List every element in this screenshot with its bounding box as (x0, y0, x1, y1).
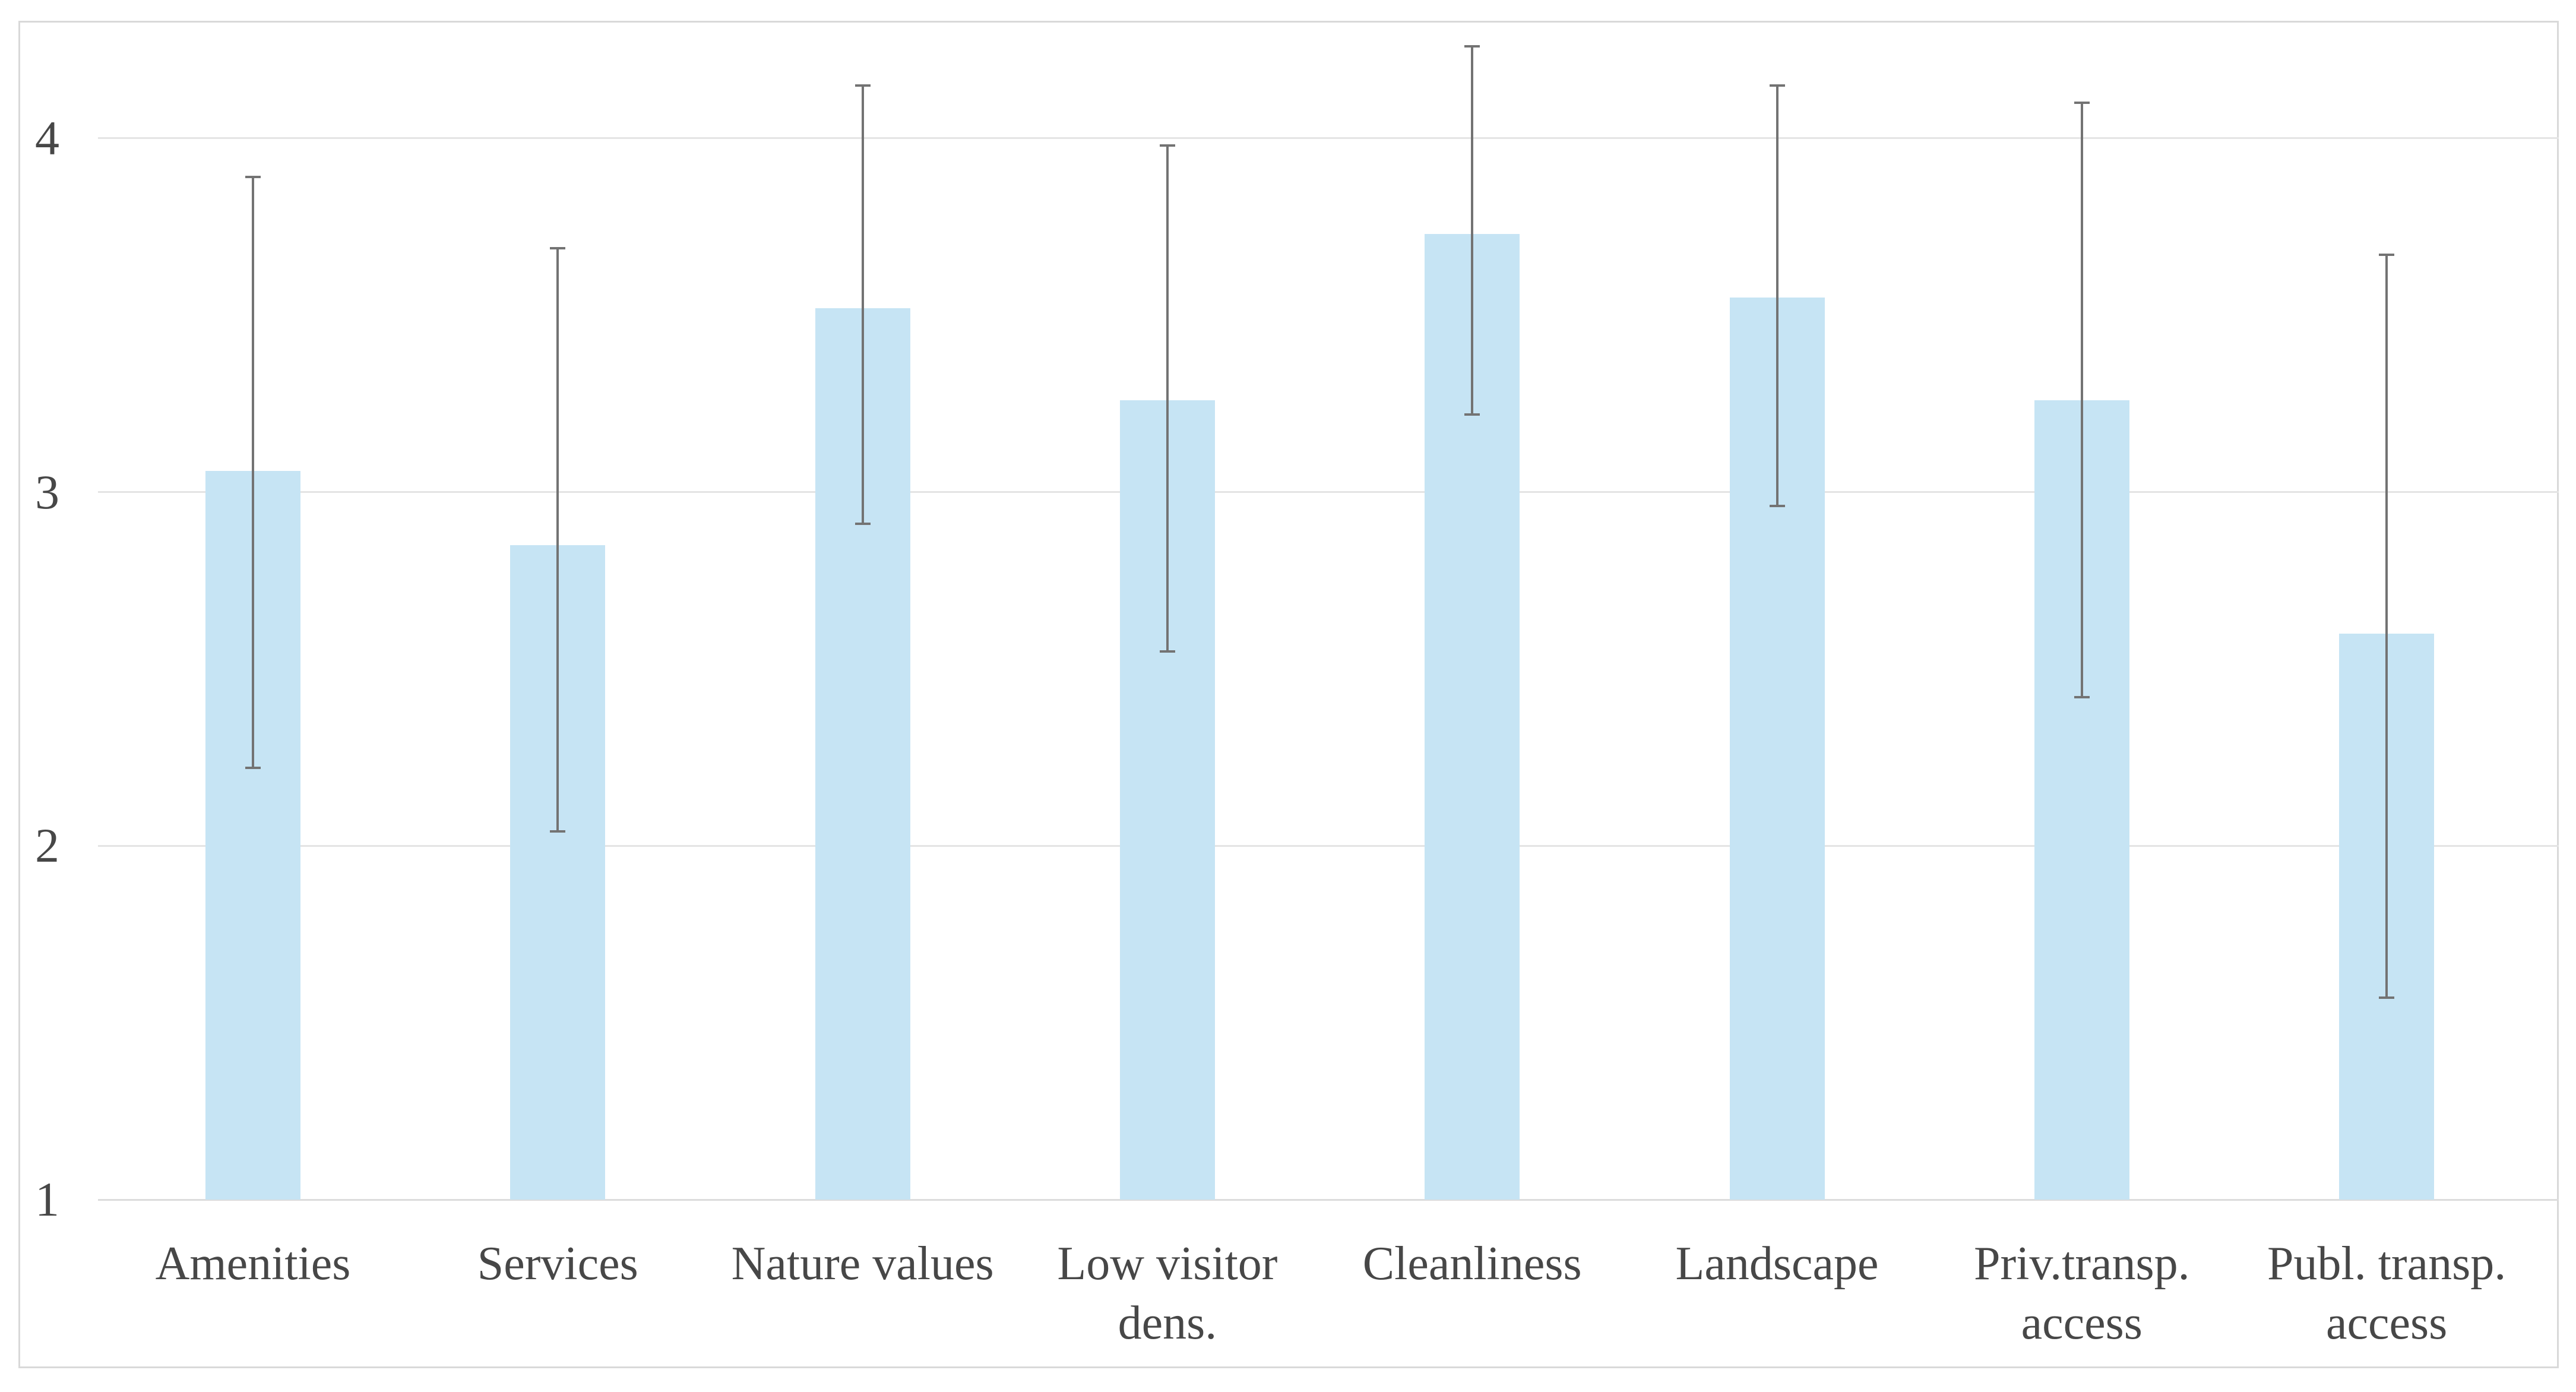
y-tick-label-3: 3 (35, 464, 59, 519)
error-bar-nature-values (861, 85, 864, 524)
x-axis-label-cleanliness: Cleanliness (1362, 1238, 1582, 1290)
error-bar-top-cap-cleanliness (1464, 45, 1480, 48)
error-bar-publ-transp-access (2385, 255, 2388, 998)
error-bar-bottom-cap-publ-transp-access (2379, 996, 2395, 999)
error-bar-bottom-cap-cleanliness (1464, 413, 1480, 416)
error-bar-top-cap-priv-transp-access (2074, 102, 2090, 105)
error-bar-services (556, 248, 559, 832)
y-tick-label-1: 1 (35, 1172, 59, 1226)
error-bar-top-cap-publ-transp-access (2379, 254, 2395, 257)
x-axis-label-services: Services (477, 1238, 638, 1290)
error-bar-bottom-cap-low-visitor-dens (1159, 650, 1175, 653)
error-bar-priv-transp-access (2080, 103, 2083, 698)
gridline-4 (98, 137, 2559, 140)
error-bar-top-cap-amenities (245, 176, 261, 179)
gridline-1 (98, 1198, 2559, 1201)
error-bar-amenities (252, 177, 254, 768)
y-tick-label-2: 2 (35, 818, 59, 873)
gridline-3 (98, 491, 2559, 493)
error-bar-bottom-cap-nature-values (855, 523, 871, 526)
x-axis-label-low-visitor-dens: Low visitor dens. (1057, 1238, 1278, 1349)
chart-area-border (18, 21, 2559, 1368)
error-bar-cleanliness (1471, 46, 1474, 415)
x-axis-label-nature-values: Nature values (731, 1238, 994, 1290)
error-bar-low-visitor-dens (1166, 145, 1169, 651)
x-axis-label-landscape: Landscape (1675, 1238, 1879, 1290)
error-bar-bottom-cap-amenities (245, 767, 261, 770)
error-bar-top-cap-services (550, 246, 566, 249)
y-tick-label-4: 4 (35, 110, 59, 165)
error-bar-bottom-cap-landscape (1769, 505, 1785, 508)
error-bar-bottom-cap-priv-transp-access (2074, 696, 2090, 699)
error-bar-top-cap-low-visitor-dens (1159, 144, 1175, 147)
error-bar-top-cap-nature-values (855, 84, 871, 87)
x-axis-label-priv-transp-access: Priv.transp. access (1973, 1238, 2190, 1349)
error-bar-bottom-cap-services (550, 830, 566, 833)
error-bar-landscape (1776, 85, 1778, 507)
gridline-2 (98, 844, 2559, 847)
x-axis-label-publ-transp-access: Publ. transp. access (2267, 1238, 2507, 1349)
x-axis-label-amenities: Amenities (155, 1238, 351, 1290)
error-bar-top-cap-landscape (1769, 84, 1785, 87)
